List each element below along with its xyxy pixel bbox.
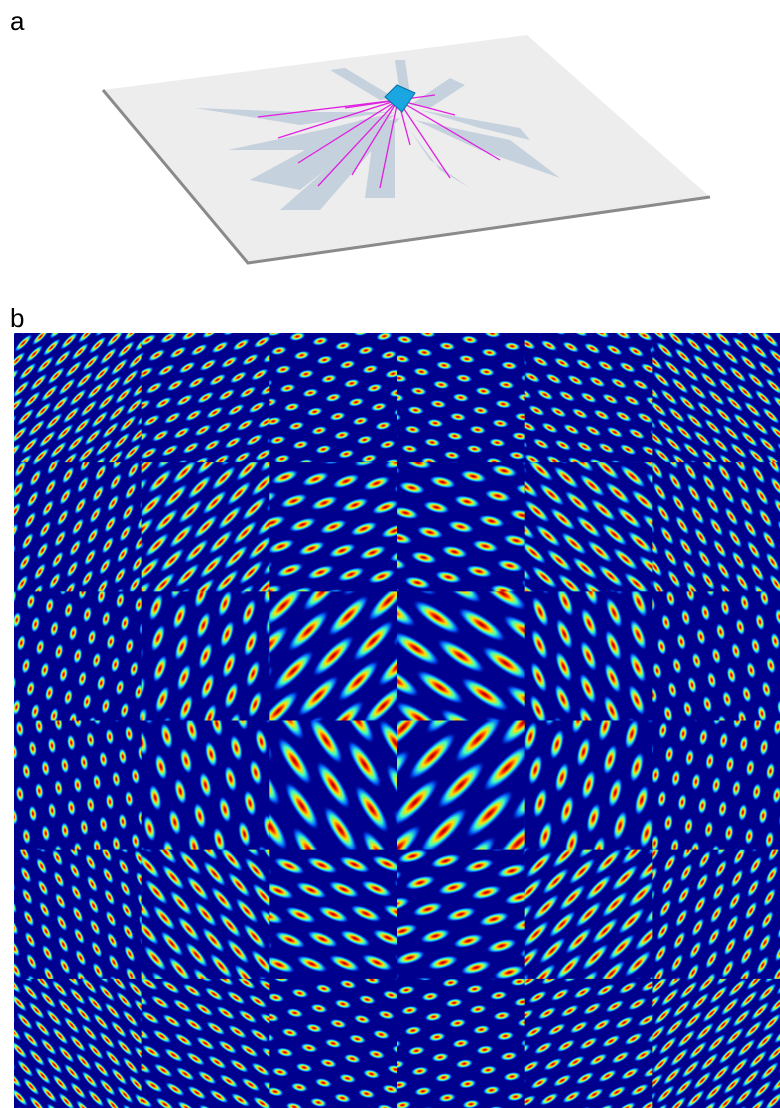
intensity-peak: [715, 299, 738, 321]
panel-label: b: [10, 303, 24, 333]
intensity-peak: [0, 968, 8, 989]
intensity-peak: [283, 311, 302, 323]
intensity-peak: [0, 449, 14, 471]
intensity-peak: [0, 419, 2, 441]
intensity-peak: [0, 1042, 1, 1065]
intensity-peak: [0, 829, 15, 850]
intensity-peak: [0, 966, 6, 989]
intensity-peak: [733, 305, 756, 327]
intensity-peak: [64, 312, 86, 334]
intensity-peak: [191, 308, 213, 325]
intensity-peak: [0, 1060, 7, 1083]
panel-b-background: [14, 333, 780, 1108]
intensity-peak: [599, 309, 620, 325]
intensity-peak: [263, 315, 285, 332]
intensity-peak: [0, 512, 6, 534]
intensity-peak: [686, 304, 709, 326]
intensity-peak: [528, 315, 547, 326]
intensity-peak: [36, 308, 58, 330]
intensity-peak: [398, 315, 417, 326]
intensity-peak: [0, 476, 11, 498]
intensity-peak: [0, 788, 6, 807]
intensity-peak: [620, 298, 643, 320]
intensity-peak: [53, 301, 75, 323]
intensity-peak: [762, 299, 780, 321]
intensity-peak: [504, 319, 525, 335]
intensity-peak: [0, 716, 8, 735]
intensity-peak: [376, 321, 395, 332]
intensity-peak: [506, 321, 525, 332]
intensity-peak: [127, 316, 149, 333]
intensity-peak: [329, 321, 348, 333]
plane: [103, 35, 710, 263]
intensity-peak: [463, 315, 482, 326]
intensity-peak: [0, 447, 6, 469]
intensity-peak: [0, 853, 6, 872]
intensity-peak: [0, 470, 12, 492]
intensity-peak: [0, 722, 6, 741]
intensity-peak: [145, 297, 167, 319]
intensity-peak: [704, 310, 727, 332]
intensity-peak: [0, 1013, 6, 1036]
intensity-peak: [657, 310, 680, 332]
intensity-peak: [643, 311, 664, 327]
intensity-peak: [0, 356, 11, 378]
intensity-peak: [0, 563, 16, 585]
intensity-peak: [306, 316, 325, 328]
intensity-peak: [0, 430, 13, 452]
intensity-peak: [0, 629, 9, 648]
intensity-peak: [2, 765, 13, 784]
intensity-peak: [639, 304, 662, 326]
intensity-peak: [170, 311, 192, 328]
intensity-peak: [0, 693, 4, 712]
intensity-peak: [0, 299, 2, 321]
intensity-peak: [371, 311, 390, 323]
intensity-peak: [110, 310, 132, 332]
intensity-peak: [2, 830, 13, 849]
panel-label: a: [10, 6, 25, 36]
intensity-peak: [394, 316, 413, 328]
intensity-peak: [0, 606, 4, 625]
intensity-peak: [0, 327, 6, 349]
intensity-peak: [577, 307, 598, 323]
figure: a b: [0, 0, 780, 1108]
intensity-peak: [0, 384, 15, 406]
intensity-peak: [148, 314, 170, 331]
intensity-peak: [0, 402, 8, 424]
intensity-peak: [1, 565, 13, 584]
intensity-peak: [1, 652, 13, 671]
panel-b: [0, 297, 780, 1108]
intensity-peak: [212, 306, 234, 323]
intensity-peak: [556, 306, 577, 322]
intensity-peak: [0, 533, 4, 555]
intensity-peak: [0, 585, 13, 607]
intensity-peak: [0, 1079, 13, 1102]
panel-a: [103, 35, 710, 263]
figure-canvas: a b: [0, 0, 780, 1108]
intensity-peak: [0, 903, 4, 924]
intensity-peak: [82, 306, 104, 328]
intensity-peak: [99, 299, 121, 321]
intensity-peak: [0, 984, 12, 1007]
intensity-peak: [441, 321, 460, 332]
intensity-peak: [0, 925, 5, 946]
intensity-peak: [128, 303, 150, 325]
intensity-peak: [25, 297, 47, 319]
intensity-peak: [668, 298, 691, 320]
intensity-peak: [0, 1031, 12, 1054]
intensity-peak: [621, 310, 642, 326]
intensity-peak: [0, 373, 4, 395]
intensity-peak: [1, 700, 12, 719]
intensity-peak: [751, 311, 774, 333]
intensity-peak: [0, 491, 9, 513]
intensity-peak: [0, 1089, 1, 1108]
intensity-peak: [0, 947, 7, 968]
